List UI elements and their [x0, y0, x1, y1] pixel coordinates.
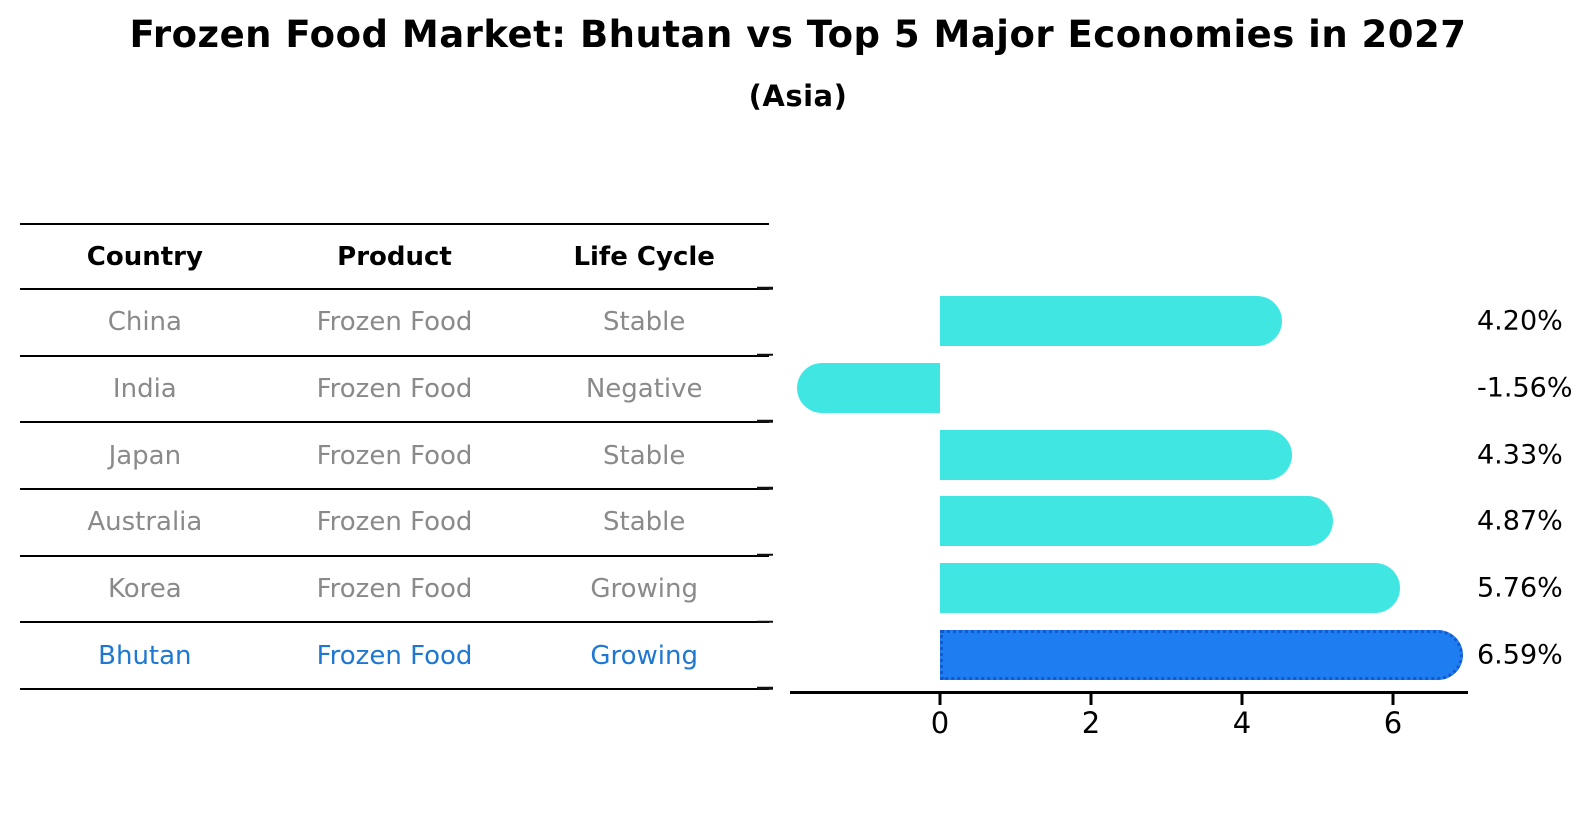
- x-axis-tick: [1240, 694, 1244, 705]
- table-row-india: India Frozen Food Negative: [20, 357, 769, 424]
- bar-bhutan: [940, 629, 1463, 680]
- cell-country: Bhutan: [98, 640, 192, 671]
- cell-country: Australia: [87, 507, 203, 538]
- value-label-japan: 4.33%: [1477, 439, 1563, 471]
- x-axis-tick-label: 4: [1232, 706, 1252, 740]
- x-axis-tick-label: 0: [930, 706, 950, 740]
- cell-product: Frozen Food: [316, 640, 473, 671]
- bar-korea: [940, 563, 1400, 614]
- cell-product: Frozen Food: [316, 574, 473, 605]
- cell-life-cycle: Growing: [590, 640, 698, 671]
- x-axis-tick: [1391, 694, 1395, 705]
- y-axis-tick: [757, 686, 773, 690]
- y-axis-tick: [757, 486, 773, 490]
- page-title: Frozen Food Market: Bhutan vs Top 5 Majo…: [129, 13, 1467, 56]
- table-row-china: China Frozen Food Stable: [20, 290, 769, 357]
- cell-product: Frozen Food: [316, 374, 473, 405]
- value-label-korea: 5.76%: [1477, 572, 1563, 604]
- value-label-bhutan: 6.59%: [1477, 639, 1563, 671]
- y-axis-tick: [757, 553, 773, 557]
- cell-product: Frozen Food: [316, 440, 473, 471]
- y-axis-tick: [757, 353, 773, 356]
- table-row-australia: Australia Frozen Food Stable: [20, 490, 769, 557]
- table-row-bhutan: Bhutan Frozen Food Growing: [20, 623, 769, 691]
- x-axis-tick-label: 2: [1081, 706, 1101, 740]
- bar-australia: [940, 496, 1333, 547]
- table-row-japan: Japan Frozen Food Stable: [20, 423, 769, 491]
- y-axis-tick: [757, 286, 773, 290]
- column-header-product: Product: [337, 241, 452, 272]
- table-row-korea: Korea Frozen Food Growing: [20, 557, 769, 624]
- cell-country: China: [107, 307, 182, 338]
- x-axis-tick-label: 6: [1383, 706, 1403, 740]
- y-axis-tick: [757, 620, 773, 623]
- cell-country: Korea: [107, 574, 182, 605]
- cell-life-cycle: Growing: [590, 574, 698, 605]
- value-label-australia: 4.87%: [1477, 505, 1563, 537]
- x-axis-tick: [1089, 694, 1093, 705]
- value-label-china: 4.20%: [1477, 305, 1563, 337]
- cell-life-cycle: Negative: [585, 374, 703, 405]
- column-header-life-cycle: Life Cycle: [573, 241, 715, 272]
- cell-life-cycle: Stable: [603, 307, 686, 338]
- page-subtitle: (Asia): [748, 79, 848, 113]
- y-axis-tick: [757, 420, 773, 423]
- value-label-india: -1.56%: [1477, 372, 1573, 404]
- cell-product: Frozen Food: [316, 307, 473, 338]
- cell-life-cycle: Stable: [603, 507, 686, 538]
- x-axis-tick: [938, 694, 942, 705]
- x-axis-line: [790, 691, 1468, 694]
- data-table: Country Product Life Cycle China Frozen F…: [20, 223, 769, 691]
- cell-life-cycle: Stable: [603, 440, 686, 471]
- bar-japan: [940, 429, 1292, 480]
- table-body: China Frozen Food Stable India Frozen Food Ne…: [20, 290, 769, 691]
- bar-china: [940, 296, 1283, 347]
- bar-india: [797, 363, 940, 414]
- cell-country: India: [112, 374, 177, 405]
- cell-country: Japan: [108, 440, 182, 471]
- table-header-row: Country Product Life Cycle: [20, 225, 769, 290]
- cell-product: Frozen Food: [316, 507, 473, 538]
- column-header-country: Country: [86, 241, 203, 272]
